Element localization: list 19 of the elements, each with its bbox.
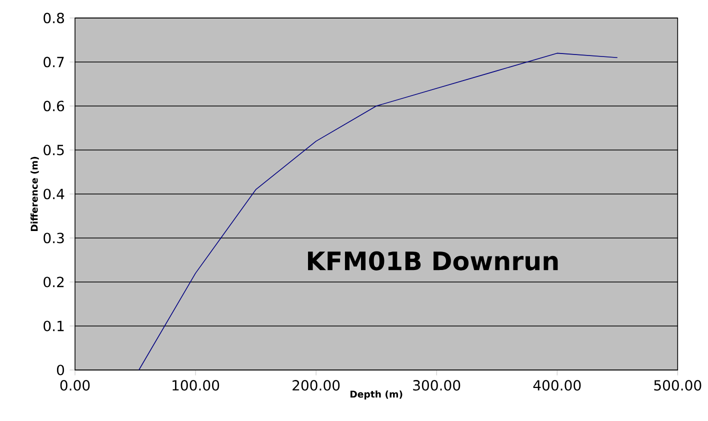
y-axis-title: Difference (m) — [30, 156, 39, 232]
y-tick-label: 0.4 — [44, 188, 64, 200]
y-tick-label: 0 — [56, 364, 64, 376]
y-tick-label: 0.8 — [44, 12, 64, 24]
x-axis-title: Depth (m) — [350, 390, 402, 400]
x-tick-label: 0.00 — [60, 380, 90, 391]
x-tick-label: 200.00 — [292, 380, 340, 391]
annotation: KFM01B Downrun — [308, 251, 558, 270]
y-tick-label: 0.6 — [44, 100, 64, 112]
x-tick-label: 500.00 — [654, 380, 702, 391]
x-tick-label: 100.00 — [172, 380, 220, 391]
y-tick-label: 0.1 — [44, 320, 64, 332]
y-tick-label: 0.7 — [44, 56, 64, 68]
y-tick-label: 0.2 — [44, 276, 64, 288]
line-series — [138, 52, 618, 370]
y-tick-label: 0.5 — [44, 144, 64, 156]
x-tick-label: 400.00 — [533, 380, 581, 391]
y-tick-label: 0.3 — [44, 232, 64, 244]
x-tick-label: 300.00 — [413, 380, 460, 391]
